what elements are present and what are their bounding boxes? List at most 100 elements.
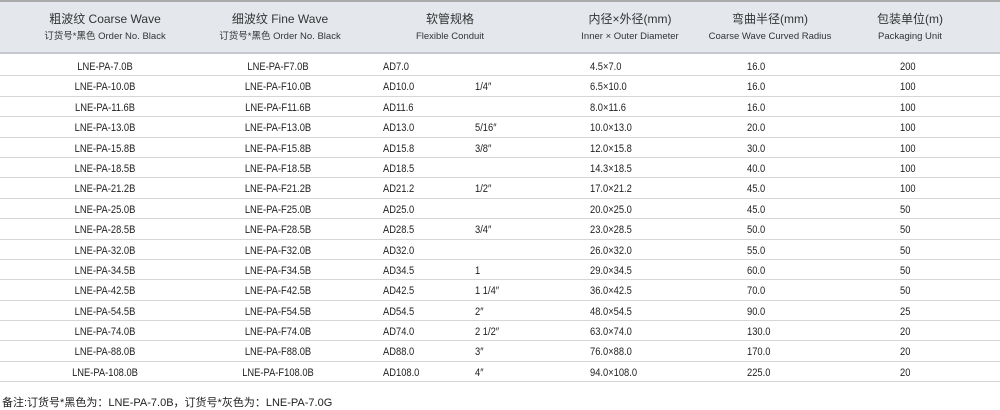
conduit-size-cell: AD15.8	[383, 142, 415, 155]
radius-cell: 40.0	[747, 162, 766, 175]
table-row: LNE-PA-34.5B LNE-PA-F34.5B AD34.5 1 29.0×34.…	[0, 260, 1000, 281]
table-row: LNE-PA-7.0B LNE-PA-F7.0B AD7.0 4.5×7.0 16.0 2…	[0, 56, 1000, 77]
radius-cell: 16.0	[747, 101, 766, 114]
radius-cell: 30.0	[747, 142, 766, 155]
packaging-unit-cell: 50	[900, 224, 911, 237]
coarse-order-no-cell: LNE-PA-18.5B	[74, 162, 136, 175]
table-row: LNE-PA-42.5B LNE-PA-F42.5B AD42.5 1 1/4″ 36.…	[0, 280, 1000, 301]
coarse-order-no-cell: LNE-PA-108.0B	[72, 366, 138, 379]
conduit-size-cell: AD74.0	[383, 326, 415, 339]
fine-order-no-cell: LNE-PA-F7.0B	[247, 61, 309, 73]
radius-cell: 16.0	[747, 81, 766, 94]
conduit-inch-cell: 1/4″	[475, 81, 492, 94]
conduit-size-cell: AD108.0	[383, 366, 420, 379]
radius-cell: 90.0	[747, 305, 766, 318]
packaging-unit-cell: 20	[900, 366, 911, 379]
diameter-cell: 29.0×34.5	[590, 264, 632, 277]
conduit-size-cell: AD21.2	[383, 183, 415, 196]
conduit-inch-cell: 1	[475, 264, 481, 277]
radius-cell: 60.0	[747, 264, 766, 277]
conduit-size-cell: AD88.0	[383, 346, 415, 359]
diameter-cell: 10.0×13.0	[590, 122, 632, 135]
diameter-cell: 17.0×21.2	[590, 183, 632, 196]
table-row: LNE-PA-10.0B LNE-PA-F10.0B AD10.0 1/4″ 6.5×1…	[0, 76, 1000, 97]
diameter-cell: 23.0×28.5	[590, 224, 632, 237]
diameter-cell: 12.0×15.8	[590, 142, 632, 155]
conduit-inch-cell: 4″	[475, 366, 484, 379]
header-flexible-conduit: 软管规格 Flexible Conduit	[415, 12, 485, 42]
radius-cell: 45.0	[747, 203, 766, 216]
radius-cell: 170.0	[747, 346, 771, 359]
diameter-cell: 8.0×11.6	[590, 101, 626, 114]
coarse-order-no-cell: LNE-PA-10.0B	[74, 81, 136, 94]
coarse-order-no-cell: LNE-PA-28.5B	[74, 224, 136, 237]
packaging-unit-cell: 50	[900, 244, 911, 257]
conduit-inch-cell: 1 1/4″	[475, 285, 500, 298]
fine-order-no-cell: LNE-PA-F25.0B	[244, 203, 312, 216]
conduit-inch-cell: 2 1/2″	[475, 326, 500, 339]
conduit-size-cell: AD34.5	[383, 264, 415, 277]
table-row: LNE-PA-13.0B LNE-PA-F13.0B AD13.0 5/16″ 10.0…	[0, 117, 1000, 138]
conduit-size-cell: AD7.0	[383, 61, 409, 73]
fine-order-no-cell: LNE-PA-F54.5B	[244, 305, 312, 318]
radius-cell: 70.0	[747, 285, 766, 298]
conduit-size-cell: AD10.0	[383, 81, 415, 94]
coarse-order-no-cell: LNE-PA-25.0B	[74, 203, 136, 216]
radius-cell: 55.0	[747, 244, 766, 257]
coarse-order-no-cell: LNE-PA-34.5B	[74, 264, 136, 277]
header-diameter: 内径×外径(mm) Inner × Outer Diameter	[581, 12, 679, 42]
conduit-size-cell: AD42.5	[383, 285, 415, 298]
conduit-inch-cell: 2″	[475, 305, 484, 318]
packaging-unit-cell: 200	[900, 61, 916, 73]
packaging-unit-cell: 100	[900, 183, 916, 196]
header-radius: 弯曲半径(mm) Coarse Wave Curved Radius	[708, 12, 832, 42]
table-row: LNE-PA-25.0B LNE-PA-F25.0B AD25.0 20.0×25.0…	[0, 199, 1000, 220]
fine-order-no-cell: LNE-PA-F10.0B	[244, 81, 312, 94]
coarse-order-no-cell: LNE-PA-54.5B	[74, 305, 136, 318]
radius-cell: 225.0	[747, 366, 771, 379]
fine-order-no-cell: LNE-PA-F11.6B	[245, 101, 311, 114]
conduit-size-cell: AD18.5	[383, 162, 415, 175]
header-fine-wave: 细波纹 Fine Wave 订货号*黑色 Order No. Black	[219, 12, 341, 42]
packaging-unit-cell: 100	[900, 81, 916, 94]
coarse-order-no-cell: LNE-PA-32.0B	[74, 244, 136, 257]
packaging-unit-cell: 50	[900, 264, 911, 277]
coarse-order-no-cell: LNE-PA-88.0B	[74, 346, 136, 359]
fine-order-no-cell: LNE-PA-F108.0B	[242, 366, 314, 379]
radius-cell: 16.0	[747, 61, 766, 73]
table-row: LNE-PA-74.0B LNE-PA-F74.0B AD74.0 2 1/2″ 63.…	[0, 321, 1000, 342]
fine-order-no-cell: LNE-PA-F13.0B	[244, 122, 312, 135]
packaging-unit-cell: 100	[900, 101, 916, 114]
fine-order-no-cell: LNE-PA-F32.0B	[244, 244, 312, 257]
conduit-size-cell: AD11.6	[383, 101, 414, 114]
packaging-unit-cell: 50	[900, 203, 911, 216]
fine-order-no-cell: LNE-PA-F18.5B	[244, 162, 312, 175]
fine-order-no-cell: LNE-PA-F74.0B	[244, 326, 312, 339]
coarse-order-no-cell: LNE-PA-74.0B	[74, 326, 136, 339]
table-body: LNE-PA-7.0B LNE-PA-F7.0B AD7.0 4.5×7.0 16.0 2…	[0, 56, 1000, 383]
conduit-inch-cell: 3″	[475, 346, 484, 359]
table-row: LNE-PA-18.5B LNE-PA-F18.5B AD18.5 14.3×18.5…	[0, 158, 1000, 179]
radius-cell: 20.0	[747, 122, 766, 135]
fine-order-no-cell: LNE-PA-F15.8B	[244, 142, 312, 155]
radius-cell: 130.0	[747, 326, 771, 339]
table-row: LNE-PA-88.0B LNE-PA-F88.0B AD88.0 3″ 76.0×88…	[0, 341, 1000, 362]
conduit-inch-cell: 3/4″	[475, 224, 492, 237]
packaging-unit-cell: 100	[900, 142, 916, 155]
conduit-inch-cell: 1/2″	[475, 183, 492, 196]
table-row: LNE-PA-21.2B LNE-PA-F21.2B AD21.2 1/2″ 17.0×…	[0, 178, 1000, 199]
diameter-cell: 20.0×25.0	[590, 203, 632, 216]
conduit-size-cell: AD32.0	[383, 244, 415, 257]
conduit-size-cell: AD28.5	[383, 224, 415, 237]
diameter-cell: 26.0×32.0	[590, 244, 632, 257]
radius-cell: 50.0	[747, 224, 766, 237]
fine-order-no-cell: LNE-PA-F21.2B	[244, 183, 312, 196]
table-row: LNE-PA-108.0B LNE-PA-F108.0B AD108.0 4″ 94.0…	[0, 362, 1000, 383]
diameter-cell: 14.3×18.5	[590, 162, 632, 175]
table-row: LNE-PA-28.5B LNE-PA-F28.5B AD28.5 3/4″ 23.0×…	[0, 219, 1000, 240]
footnote: 备注:订货号*黑色为：LNE-PA-7.0B，订货号*灰色为：LNE-PA-7.…	[2, 397, 333, 409]
header-packaging: 包装单位(m) Packaging Unit	[877, 12, 943, 42]
conduit-inch-cell: 5/16″	[475, 122, 497, 135]
table-row: LNE-PA-15.8B LNE-PA-F15.8B AD15.8 3/8″ 12.0×…	[0, 138, 1000, 158]
packaging-unit-cell: 50	[900, 285, 911, 298]
